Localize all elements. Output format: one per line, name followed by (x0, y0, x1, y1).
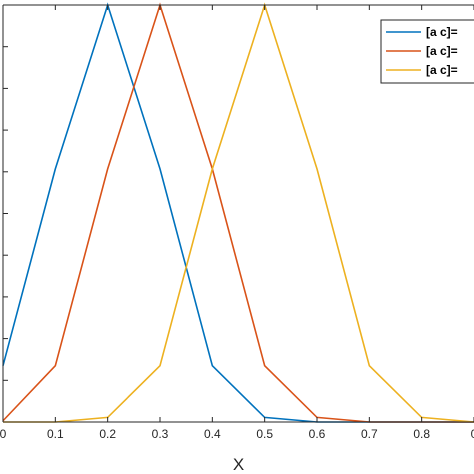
x-tick-label: 0 (471, 427, 474, 441)
x-tick-label: 0.7 (361, 427, 378, 441)
x-tick-label: 0.5 (256, 427, 273, 441)
x-axis-title: X (233, 455, 244, 474)
legend: [a c]= [a c]= [a c]= (380, 19, 474, 84)
legend-label: [a c]= (426, 44, 458, 58)
x-tick-label: 0 (0, 427, 7, 441)
x-tick-label: 0.8 (413, 427, 430, 441)
x-tick-label: 0.3 (152, 427, 169, 441)
legend-label: [a c]= (426, 63, 458, 77)
x-tick-label: 0.4 (204, 427, 221, 441)
x-tick-label: 0.2 (99, 427, 116, 441)
x-tick-label: 0.1 (47, 427, 64, 441)
axes-group: 0 0.1 0.2 0.3 0.4 0.5 0.6 0.7 0.8 0 (0, 4, 474, 441)
legend-label: [a c]= (426, 25, 458, 39)
x-tick-label: 0.6 (309, 427, 326, 441)
series-line-3 (3, 2, 474, 423)
